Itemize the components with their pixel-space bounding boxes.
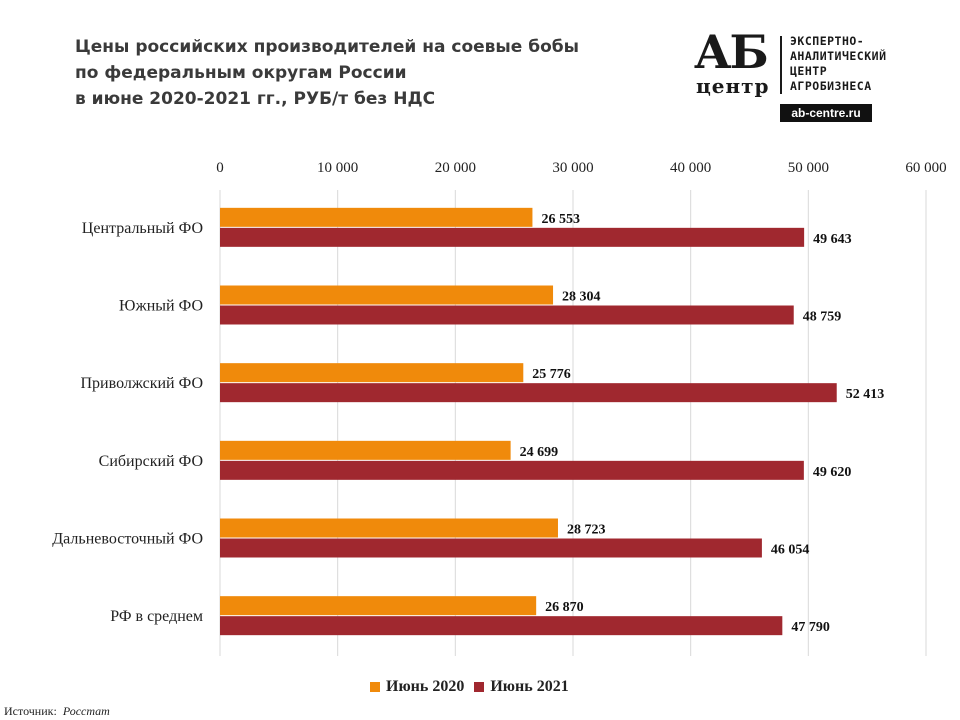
logo-text-line-1: ЭКСПЕРТНО- [790,34,865,48]
bar-0-3 [220,440,511,460]
logo-mark: АБ центр [690,25,776,100]
logo-text-line-2: АНАЛИТИЧЕСКИЙ [790,49,887,63]
title-line-3: в июне 2020-2021 гг., РУБ/т без НДС [75,89,436,109]
data-label-0-4: 28 723 [567,523,606,538]
category-label-4: Дальневосточный ФО [52,531,203,548]
data-label-1-0: 49 643 [813,232,852,247]
bar-1-5 [220,616,783,636]
logo-mark-bottom: центр [696,74,770,98]
bar-0-2 [220,363,524,383]
x-tick-label-4: 40 000 [670,160,711,176]
ab-centre-logo: АБ центр ЭКСПЕРТНО- АНАЛИТИЧЕСКИЙ ЦЕНТР … [690,25,940,122]
bar-0-4 [220,518,558,538]
legend-label-2020: Июнь 2020 [386,678,465,695]
bar-0-0 [220,207,533,227]
data-label-1-2: 52 413 [846,387,885,402]
legend: Июнь 2020 Июнь 2021 [370,677,569,697]
logo-text-line-3: ЦЕНТР [790,64,828,78]
category-label-3: Сибирский ФО [99,453,203,470]
logo-text-line-4: АГРОБИЗНЕСА [790,79,872,93]
x-tick-label-6: 60 000 [905,160,946,176]
title-line-2: по федеральным округам России [75,63,407,83]
legend-label-2021: Июнь 2021 [490,678,569,695]
category-label-0: Центральный ФО [82,220,203,237]
data-label-1-3: 49 620 [813,465,852,480]
data-label-0-5: 26 870 [545,600,584,615]
legend-swatch-2021 [474,682,485,692]
data-label-0-1: 28 304 [562,290,601,305]
data-label-0-3: 24 699 [520,445,559,460]
bar-1-4 [220,538,762,558]
legend-item-2020: Июнь 2020 [370,678,464,696]
chart-title: Цены российских производителей на соевые… [75,34,595,112]
category-label-1: Южный ФО [119,298,203,315]
bar-0-1 [220,285,554,305]
logo-divider [780,36,782,94]
category-label-5: РФ в среднем [110,608,203,625]
bar-1-0 [220,227,805,247]
source-label: Источник: [4,704,57,718]
legend-item-2021: Июнь 2021 [474,678,569,696]
data-label-1-5: 47 790 [791,620,830,635]
logo-text: ЭКСПЕРТНО- АНАЛИТИЧЕСКИЙ ЦЕНТР АГРОБИЗНЕ… [790,34,940,94]
x-tick-label-3: 30 000 [552,160,593,176]
logo-mark-top: АБ [694,25,769,79]
x-tick-label-0: 0 [216,160,224,176]
source-note: Источник: Росстат [4,704,110,719]
x-tick-label-5: 50 000 [788,160,829,176]
source-value: Росстат [62,704,110,718]
bar-1-3 [220,460,804,480]
data-label-1-1: 48 759 [803,310,842,325]
data-label-1-4: 46 054 [771,543,810,558]
title-line-1: Цены российских производителей на соевые… [75,37,580,57]
x-tick-label-1: 10 000 [317,160,358,176]
x-tick-label-2: 20 000 [435,160,476,176]
data-label-0-0: 26 553 [541,212,580,227]
category-label-2: Приволжский ФО [81,375,204,392]
legend-swatch-2020 [370,682,380,692]
logo-url: ab-centre.ru [780,104,872,122]
data-label-0-2: 25 776 [532,367,571,382]
bar-1-2 [220,383,837,403]
bar-1-1 [220,305,794,325]
bar-0-5 [220,596,537,616]
